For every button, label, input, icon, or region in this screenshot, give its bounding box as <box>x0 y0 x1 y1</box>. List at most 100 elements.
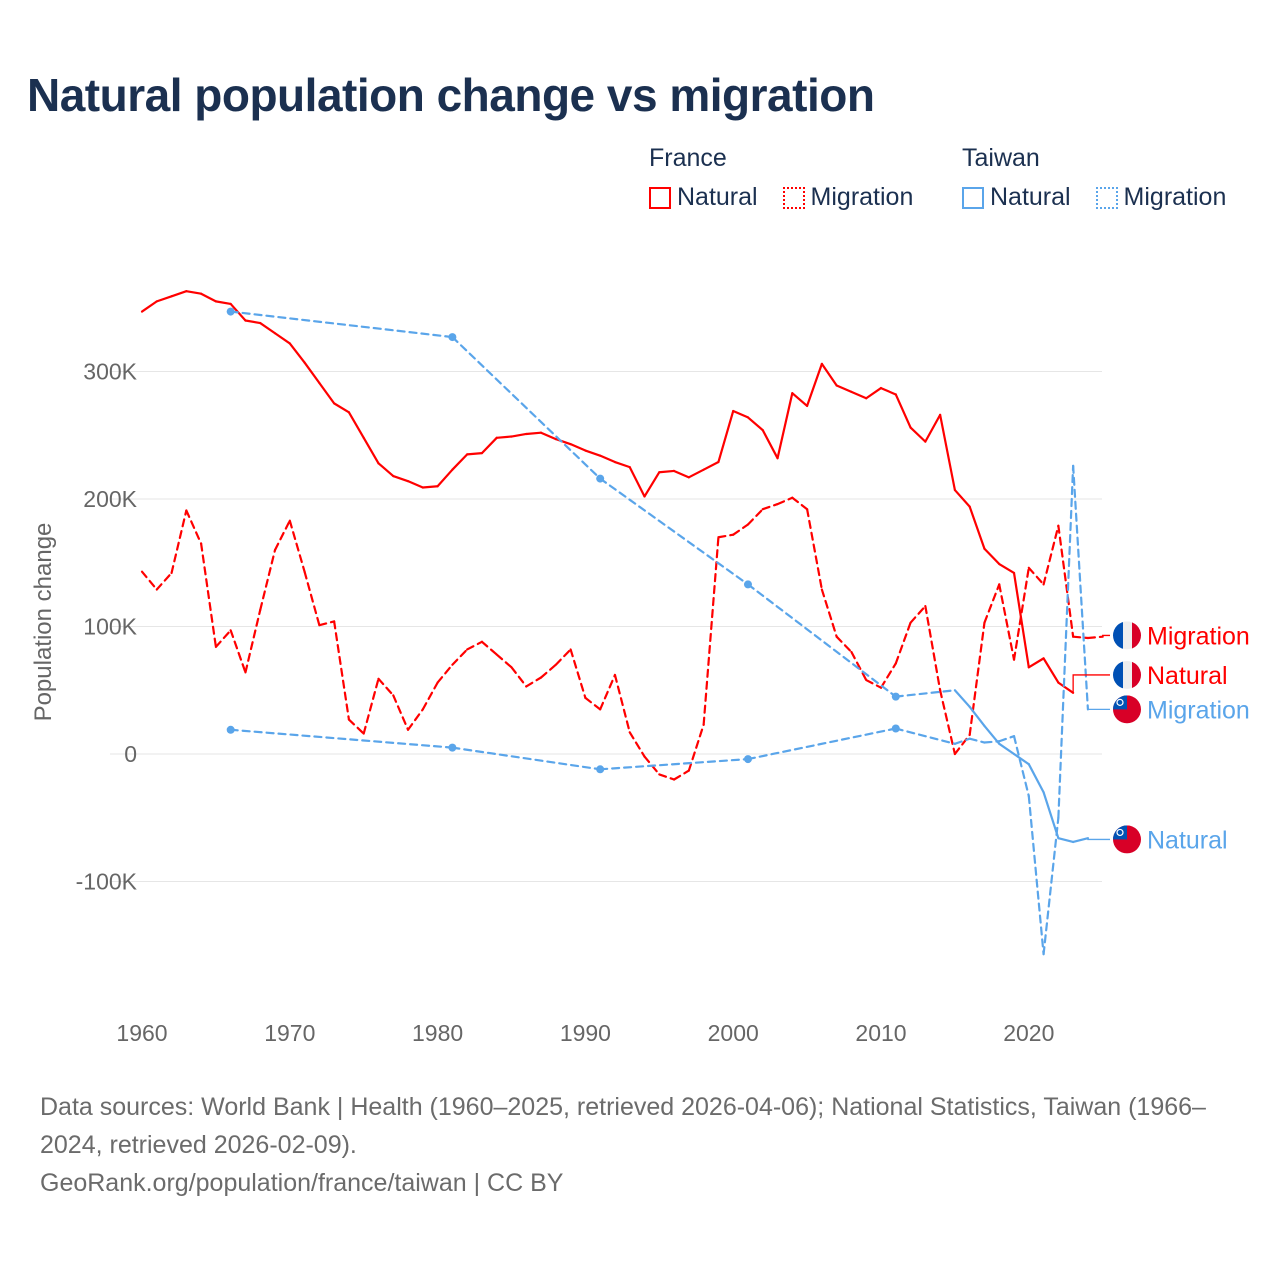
line-segment <box>155 295 173 303</box>
line-segment <box>229 629 247 674</box>
line-segment <box>761 503 779 511</box>
legend-label: Migration <box>810 183 914 211</box>
line-segment <box>539 431 557 441</box>
line-segment <box>599 454 617 464</box>
line-segment <box>1042 816 1060 956</box>
line-segment <box>776 496 794 506</box>
data-point <box>743 580 752 589</box>
line-segment <box>259 548 277 612</box>
data-sources: Data sources: World Bank | Health (1960–… <box>40 1093 1206 1159</box>
line-segment <box>421 485 439 489</box>
line-segment <box>185 509 203 545</box>
line-segment <box>1057 837 1075 844</box>
line-segment <box>303 361 321 385</box>
line-segment <box>170 509 188 575</box>
line-segment <box>924 413 942 443</box>
line-segment <box>318 620 336 627</box>
line-segment <box>717 409 735 464</box>
line-segment <box>421 681 439 711</box>
line-segment <box>539 663 557 679</box>
data-point <box>226 725 235 734</box>
line-segment <box>998 735 1016 743</box>
line-segment <box>480 640 498 656</box>
chart-title: Natural population change vs migration <box>27 69 875 121</box>
line-segment <box>909 426 927 443</box>
series-taiwan-natural <box>226 307 1090 844</box>
line-segment <box>865 678 883 689</box>
line-segment <box>436 663 454 684</box>
line-segment <box>480 436 498 455</box>
legend-group-france: France Natural Migration <box>649 144 931 216</box>
line-segment <box>850 650 868 682</box>
line-segment <box>805 362 823 408</box>
line-segment <box>658 773 676 781</box>
line-segment <box>406 480 424 489</box>
line-segment <box>983 547 1001 566</box>
line-segment <box>820 362 838 387</box>
line-segment <box>1057 524 1075 638</box>
line-segment <box>628 466 646 498</box>
line-segment <box>451 453 469 471</box>
label-connector <box>1102 634 1110 637</box>
y-tick-label: 100K <box>83 614 137 640</box>
legend-item-france-migration[interactable]: Migration <box>782 183 914 212</box>
line-segment <box>392 474 410 483</box>
line-segment <box>392 694 410 731</box>
legend-label: Natural <box>990 183 1071 211</box>
line-segment <box>495 653 513 669</box>
x-tick-label: 2010 <box>855 1020 906 1046</box>
line-segment <box>702 460 720 471</box>
line-segment <box>510 432 528 438</box>
line-segment <box>1086 635 1104 640</box>
line-segment <box>953 733 971 756</box>
line-segment <box>924 604 942 692</box>
line-segment <box>466 452 484 456</box>
end-label: Natural <box>1072 660 1228 693</box>
end-label: Migration <box>1087 695 1250 724</box>
line-segment <box>510 666 528 688</box>
line-segment <box>244 608 262 674</box>
line-segment <box>214 300 232 306</box>
line-segment <box>406 708 424 731</box>
line-segment <box>584 696 602 711</box>
line-segment <box>820 588 838 638</box>
line-segment <box>805 508 823 591</box>
end-label-text: Migration <box>1147 696 1250 724</box>
legend-group-title: France <box>649 144 727 172</box>
data-point <box>596 474 605 483</box>
line-segment <box>214 629 232 649</box>
line-segment <box>998 562 1016 575</box>
line-segment <box>273 332 291 345</box>
data-point <box>596 765 605 774</box>
line-segment <box>983 583 1001 624</box>
data-point <box>891 724 900 733</box>
legend-item-taiwan-migration[interactable]: Migration <box>1095 183 1226 212</box>
line-segment <box>643 471 661 498</box>
line-segment <box>229 310 454 339</box>
line-segment <box>776 392 794 460</box>
line-segment <box>746 508 764 526</box>
line-segment <box>909 604 927 624</box>
line-segment <box>1057 464 1075 819</box>
line-segment <box>200 292 217 303</box>
legend-swatch <box>1095 186 1118 209</box>
y-tick-label: -100K <box>76 869 138 895</box>
line-segment <box>983 740 1001 744</box>
line-segment <box>732 523 750 536</box>
line-segment <box>791 392 809 408</box>
line-segment <box>140 300 158 313</box>
line-segment <box>1072 464 1090 711</box>
legend-item-france-natural[interactable]: Natural <box>649 183 758 212</box>
line-segment <box>495 435 513 439</box>
end-label-text: Natural <box>1147 826 1228 854</box>
legend-item-taiwan-natural[interactable]: Natural <box>962 183 1071 212</box>
line-segment <box>1027 566 1045 586</box>
line-segment <box>894 393 912 429</box>
data-point <box>226 307 235 316</box>
legend-swatch <box>649 186 671 209</box>
y-tick-label: 300K <box>83 359 137 385</box>
france-flag-icon <box>1113 660 1141 689</box>
x-tick-label: 2020 <box>1003 1020 1054 1046</box>
line-segment <box>244 319 262 325</box>
line-segment <box>1027 794 1045 956</box>
